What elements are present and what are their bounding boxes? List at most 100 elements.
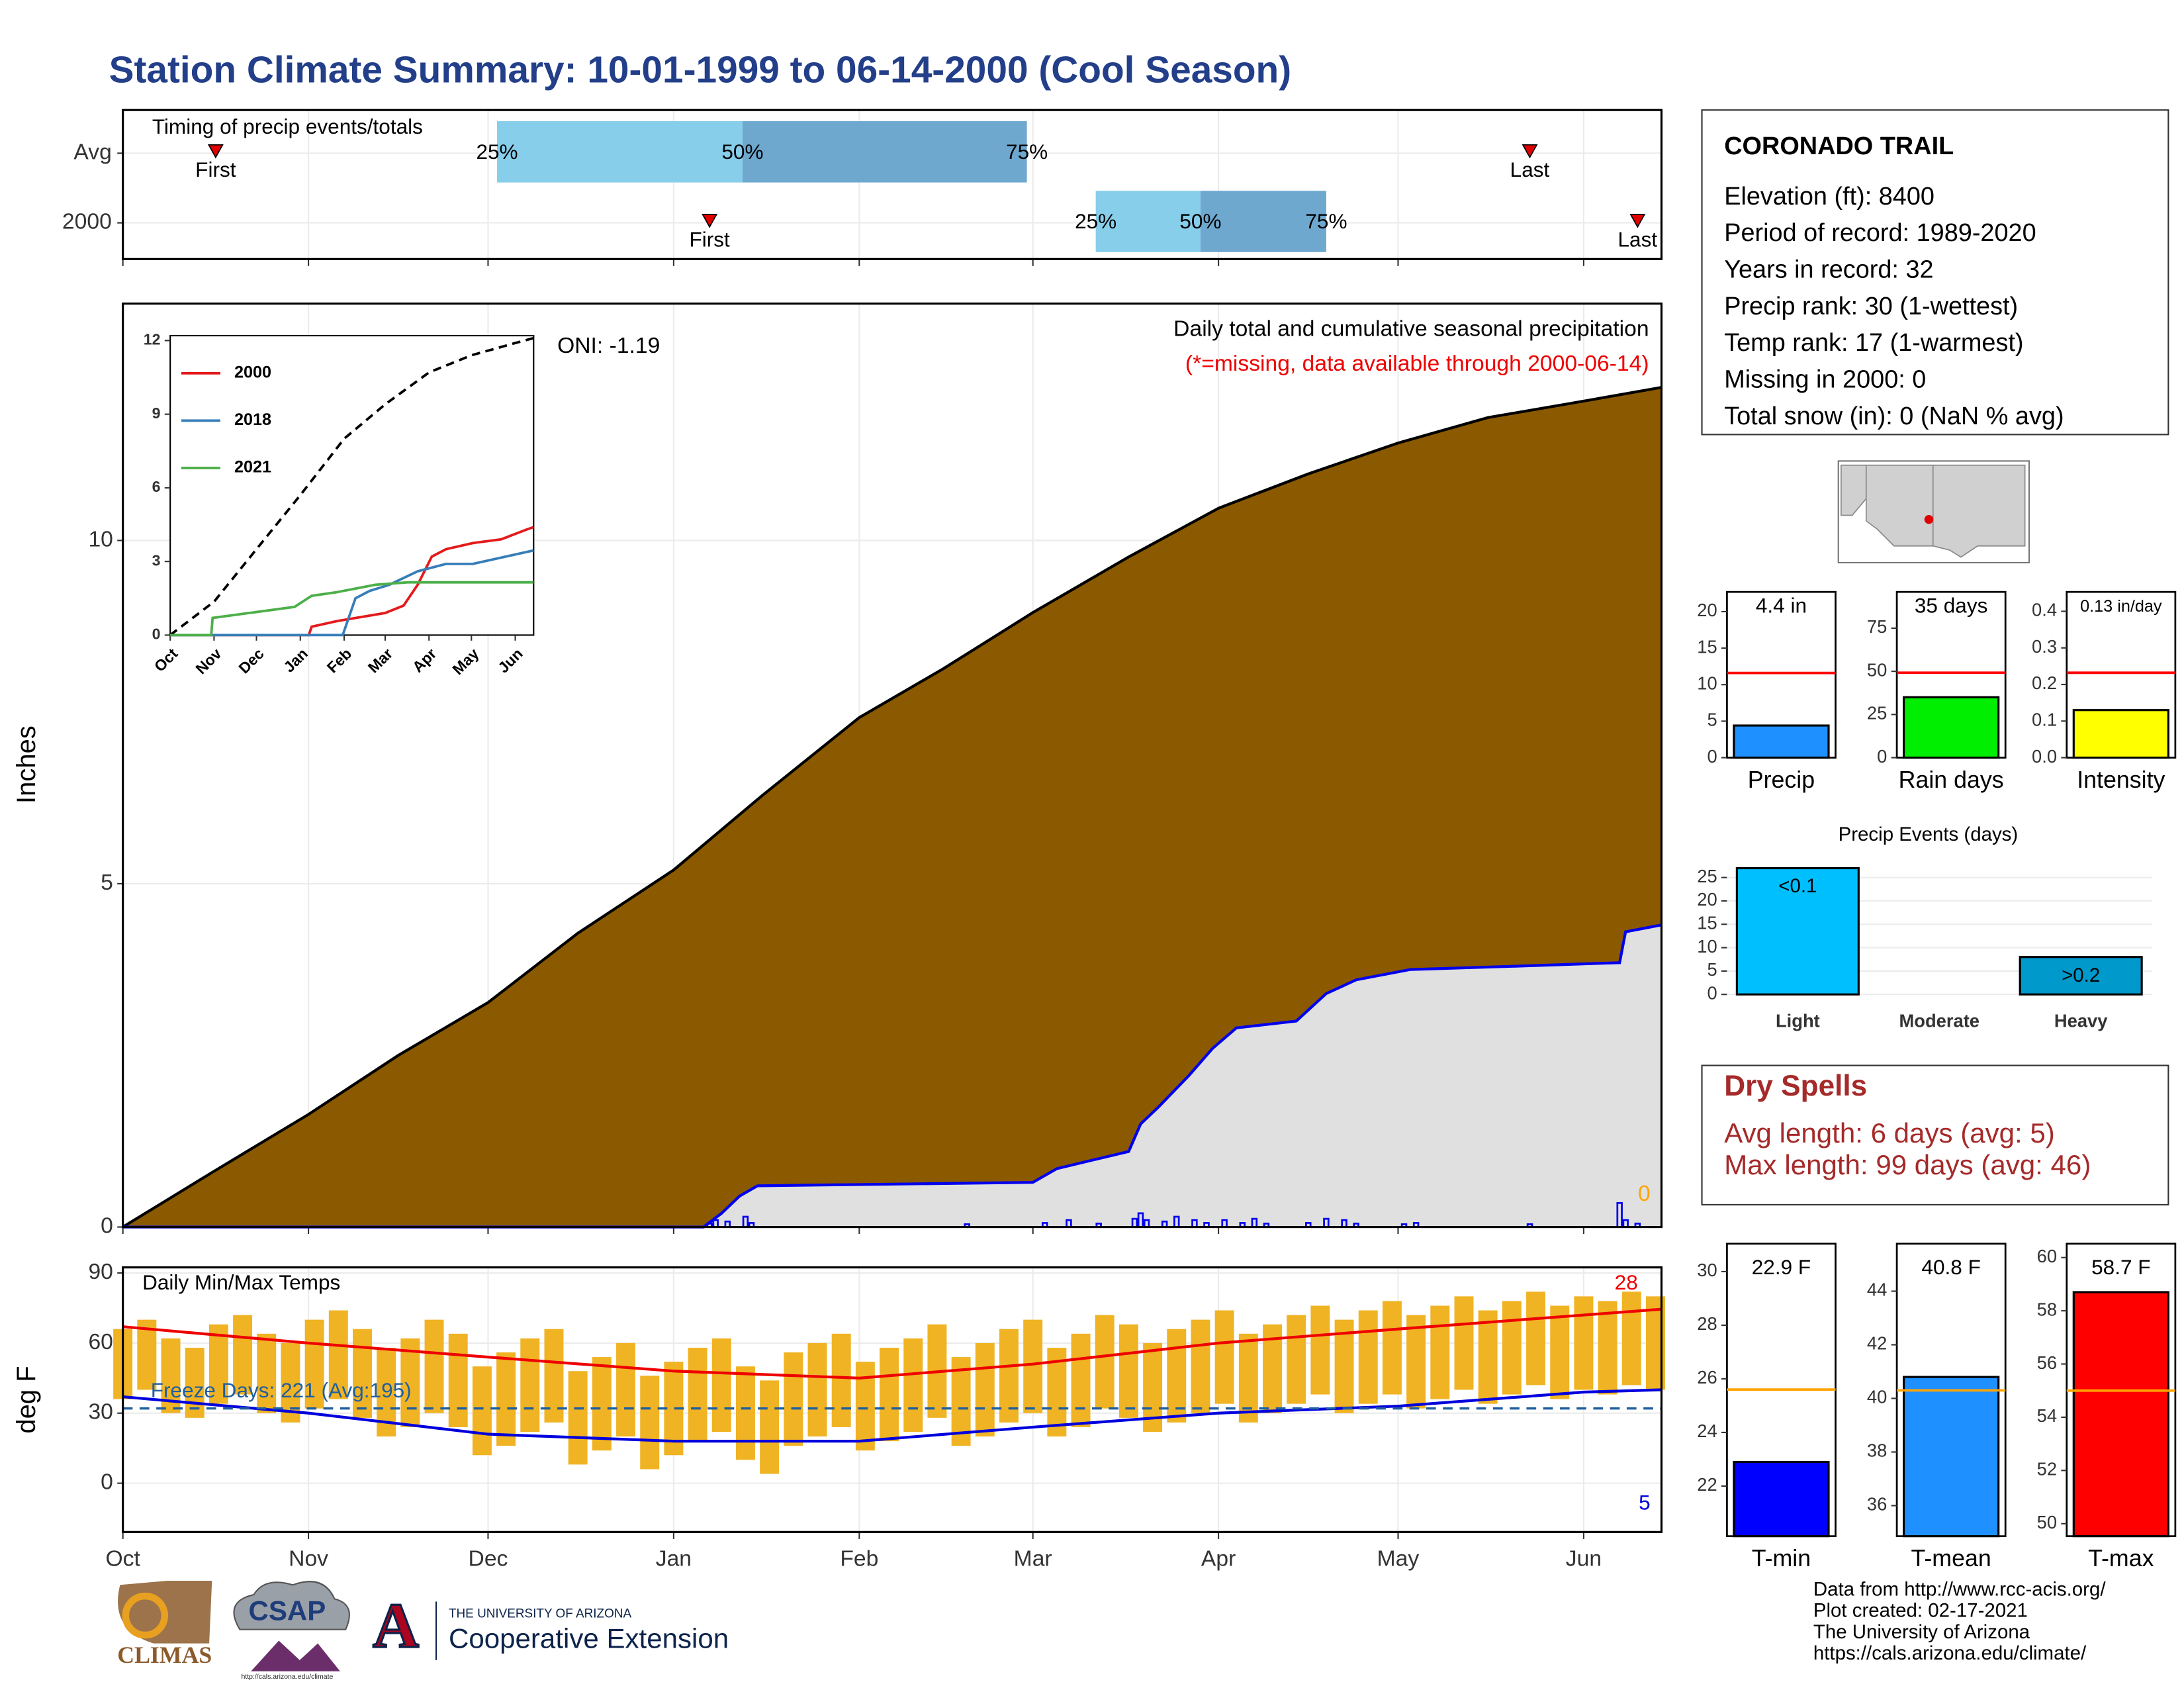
y-tick-label: 15 bbox=[1697, 636, 1717, 657]
temp-range-bar bbox=[1598, 1301, 1617, 1395]
panel-border bbox=[122, 109, 1663, 260]
temp-range-bar bbox=[999, 1329, 1019, 1423]
series-line bbox=[170, 526, 534, 637]
bar-category-label: T-mean bbox=[1911, 1545, 1991, 1571]
locator-map bbox=[1837, 460, 2030, 564]
y-tick-label: 0 bbox=[101, 1213, 113, 1238]
temp-range-bar bbox=[1071, 1333, 1091, 1427]
y-tick-label: 0.2 bbox=[2032, 673, 2057, 693]
x-tick-label: Light bbox=[1776, 1011, 1820, 1031]
y-tick-label: 20 bbox=[1697, 889, 1717, 910]
station-line: Missing in 2000: 0 bbox=[1724, 365, 1926, 393]
station-name: CORONADO TRAIL bbox=[1724, 132, 1954, 160]
bar-value-label: 4.4 in bbox=[1756, 594, 1807, 618]
ua-letter: A bbox=[373, 1590, 419, 1661]
bar bbox=[1903, 696, 2000, 759]
y-tick-label: 50 bbox=[1867, 659, 1887, 680]
series-line bbox=[170, 581, 534, 637]
station-line: Years in record: 32 bbox=[1724, 256, 1933, 283]
temp-range-bar bbox=[1478, 1310, 1498, 1404]
station-line: Period of record: 1989-2020 bbox=[1724, 219, 2036, 247]
csap-url: http://cals.arizona.edu/climate bbox=[241, 1673, 333, 1681]
bar-category-label: T-max bbox=[2088, 1545, 2154, 1571]
y-tick-label: 0 bbox=[1707, 746, 1717, 767]
x-tick-label: Oct bbox=[105, 1546, 140, 1571]
y-tick-label: 0 bbox=[1707, 982, 1717, 1003]
temp-range-bar bbox=[1574, 1296, 1594, 1390]
events-title: Precip Events (days) bbox=[1839, 823, 2019, 845]
bar bbox=[1733, 724, 1830, 759]
bar-value-label: 40.8 F bbox=[1921, 1255, 1980, 1279]
y-tick-label: 5 bbox=[1707, 710, 1717, 730]
y-tick-label: 10 bbox=[1697, 673, 1717, 693]
bar bbox=[2072, 709, 2169, 759]
station-box bbox=[1701, 109, 2169, 436]
credit-line: The University of Arizona bbox=[1813, 1621, 2030, 1643]
ua-small: THE UNIVERSITY OF ARIZONA bbox=[449, 1607, 632, 1620]
temp-range-bar bbox=[1023, 1319, 1043, 1413]
temp-range-bar bbox=[353, 1329, 372, 1418]
y-tick-label: 5 bbox=[101, 870, 113, 895]
bar-category-label: T-min bbox=[1752, 1545, 1811, 1571]
y-tick-label: 3 bbox=[152, 551, 161, 569]
y-tick-label: 0 bbox=[152, 626, 161, 643]
quantile-label: 75% bbox=[1006, 140, 1048, 164]
legend-label: 2021 bbox=[234, 458, 271, 477]
y-tick-label: 60 bbox=[2037, 1246, 2057, 1266]
temp-range-bar bbox=[1287, 1315, 1306, 1404]
temp-range-bar bbox=[448, 1333, 468, 1427]
current-line bbox=[122, 923, 1662, 1229]
y-tick-label: 15 bbox=[1697, 912, 1717, 933]
temp-range-bar bbox=[496, 1352, 516, 1446]
temp-range-bar bbox=[1334, 1319, 1354, 1413]
bar-value-label: 58.7 F bbox=[2091, 1255, 2150, 1279]
page-title: Station Climate Summary: 10-01-1999 to 0… bbox=[109, 49, 1292, 91]
timing-marker bbox=[1629, 214, 1646, 228]
dry-spell-lines: Avg length: 6 days (avg: 5)Max length: 9… bbox=[1724, 1117, 2091, 1180]
y-tick-label: 0.4 bbox=[2032, 600, 2057, 620]
temp-range-bar bbox=[1095, 1315, 1115, 1409]
credit-line: Data from http://www.rcc-acis.org/ bbox=[1813, 1579, 2106, 1601]
dry-spells-title: Dry Spells bbox=[1724, 1070, 1867, 1102]
y-axis-label: Inches bbox=[12, 726, 41, 804]
y-tick-label: 26 bbox=[1697, 1367, 1717, 1387]
temp-range-bar bbox=[568, 1371, 588, 1465]
temp-range-bar bbox=[400, 1338, 420, 1427]
timing-marks: 25% 50% 75% First Last 25% 50% 75% First Last bbox=[195, 121, 1657, 252]
bar-category-label: Precip bbox=[1748, 767, 1815, 793]
temp-range-bar bbox=[784, 1352, 803, 1446]
temp-range-bar bbox=[760, 1380, 780, 1474]
quantile-label: 50% bbox=[1179, 209, 1221, 233]
y-tick-label: 40 bbox=[1867, 1387, 1887, 1407]
row-label: Avg bbox=[73, 140, 111, 164]
timing-marker bbox=[1522, 144, 1538, 159]
inset-bg bbox=[169, 335, 535, 636]
y-tick-label: 30 bbox=[88, 1400, 113, 1425]
temp-range-bar bbox=[1526, 1291, 1546, 1385]
temp-range-bar bbox=[855, 1362, 875, 1451]
y-tick-label: 10 bbox=[88, 527, 113, 551]
y-tick-label: 25 bbox=[1867, 703, 1887, 724]
quantile-label: 25% bbox=[476, 140, 518, 164]
avg_min-line bbox=[122, 1388, 1662, 1443]
y-tick-label: 12 bbox=[144, 331, 161, 348]
row-label: 2000 bbox=[62, 210, 112, 234]
temp-range-bar bbox=[831, 1333, 851, 1427]
ua-big: Cooperative Extension bbox=[449, 1623, 729, 1654]
temp-range-bar bbox=[1382, 1301, 1402, 1395]
y-tick-label: 52 bbox=[2037, 1459, 2057, 1479]
y-tick-label: 56 bbox=[2037, 1352, 2057, 1373]
y-tick-label: 20 bbox=[1697, 600, 1717, 620]
credits: Data from http://www.rcc-acis.org/Plot c… bbox=[1813, 1579, 2106, 1665]
y-tick-label: 50 bbox=[2037, 1512, 2057, 1532]
climas-text: CLIMAS bbox=[117, 1642, 212, 1668]
y-tick-label: 24 bbox=[1697, 1421, 1717, 1441]
bar-value-label: 22.9 F bbox=[1752, 1255, 1811, 1279]
y-tick-label: 38 bbox=[1867, 1440, 1887, 1461]
climas-sun bbox=[122, 1592, 169, 1639]
logos: CLIMAS CSAP http://cals.arizona.edu/clim… bbox=[117, 1580, 729, 1681]
timing-title: Timing of precip events/totals bbox=[152, 115, 423, 138]
record-high-count: 28 bbox=[1615, 1270, 1638, 1294]
temp-range-bar bbox=[1430, 1305, 1450, 1399]
